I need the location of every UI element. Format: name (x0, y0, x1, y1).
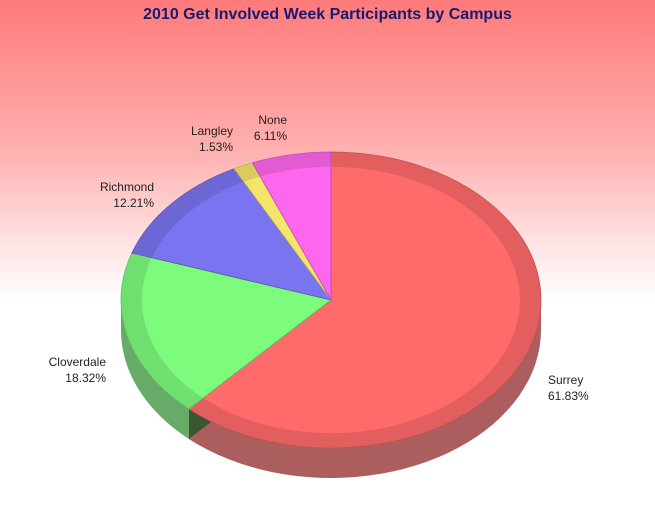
pie-top (120, 151, 542, 449)
slice-percent-none: 6.11% (254, 129, 287, 143)
slice-side-surrey (188, 300, 541, 478)
slice-percent-langley: 1.53% (199, 140, 233, 154)
slice-rim-cloverdale (121, 252, 204, 409)
slice-label-richmond: Richmond (100, 180, 154, 194)
slice-label-surrey: Surrey (548, 373, 583, 387)
slice-labels: Surrey 61.83% Cloverdale 18.32% Richmond 12.2… (49, 113, 589, 403)
slice-label-cloverdale: Cloverdale (49, 355, 107, 369)
chart-title: 2010 Get Involved Week Participants by C… (143, 6, 512, 23)
slice-label-none: None (258, 113, 287, 127)
slice-percent-richmond: 12.21% (113, 196, 154, 210)
slice-percent-surrey: 61.83% (548, 389, 589, 403)
slice-rim-langley (234, 162, 261, 182)
slice-label-langley: Langley (191, 124, 233, 138)
slice-rim-none (252, 152, 331, 177)
pie-side-walls (121, 300, 541, 478)
slice-percent-cloverdale: 18.32% (65, 371, 106, 385)
slice-rim-richmond (131, 168, 244, 258)
slice-rim-surrey (188, 152, 542, 449)
slice-side-cloverdale (121, 300, 189, 439)
